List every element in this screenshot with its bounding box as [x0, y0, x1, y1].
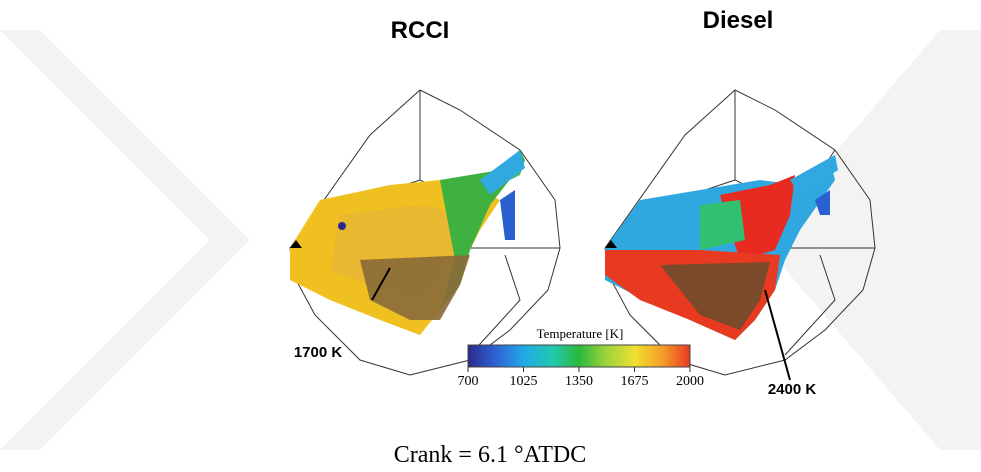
colorbar-title: Temperature [K] — [537, 326, 624, 341]
colorbar-tick-label: 1675 — [621, 374, 649, 389]
pointer-arrow — [765, 290, 790, 380]
watermark — [0, 30, 981, 450]
colorbar-tick-label: 700 — [458, 374, 479, 389]
colorbar-tick-label: 1350 — [565, 374, 593, 389]
rcci-geometry — [290, 90, 560, 375]
caption: Crank = 6.1 °ATDC — [394, 442, 586, 468]
colorbar-tick-label: 2000 — [676, 374, 704, 389]
annotation: 2400 K — [768, 381, 817, 398]
colorbar-tick-label: 1025 — [510, 374, 538, 389]
colorbar — [468, 345, 690, 367]
colorbar-ticks: 700 1025 1350 1675 2000 — [458, 367, 705, 389]
figure: RCCI Diesel 1700 K 2400 K Temperature [K… — [0, 0, 981, 472]
annotation: 1700 K — [294, 344, 343, 361]
panel-title: Diesel — [703, 7, 774, 34]
panel-title: RCCI — [391, 17, 450, 44]
